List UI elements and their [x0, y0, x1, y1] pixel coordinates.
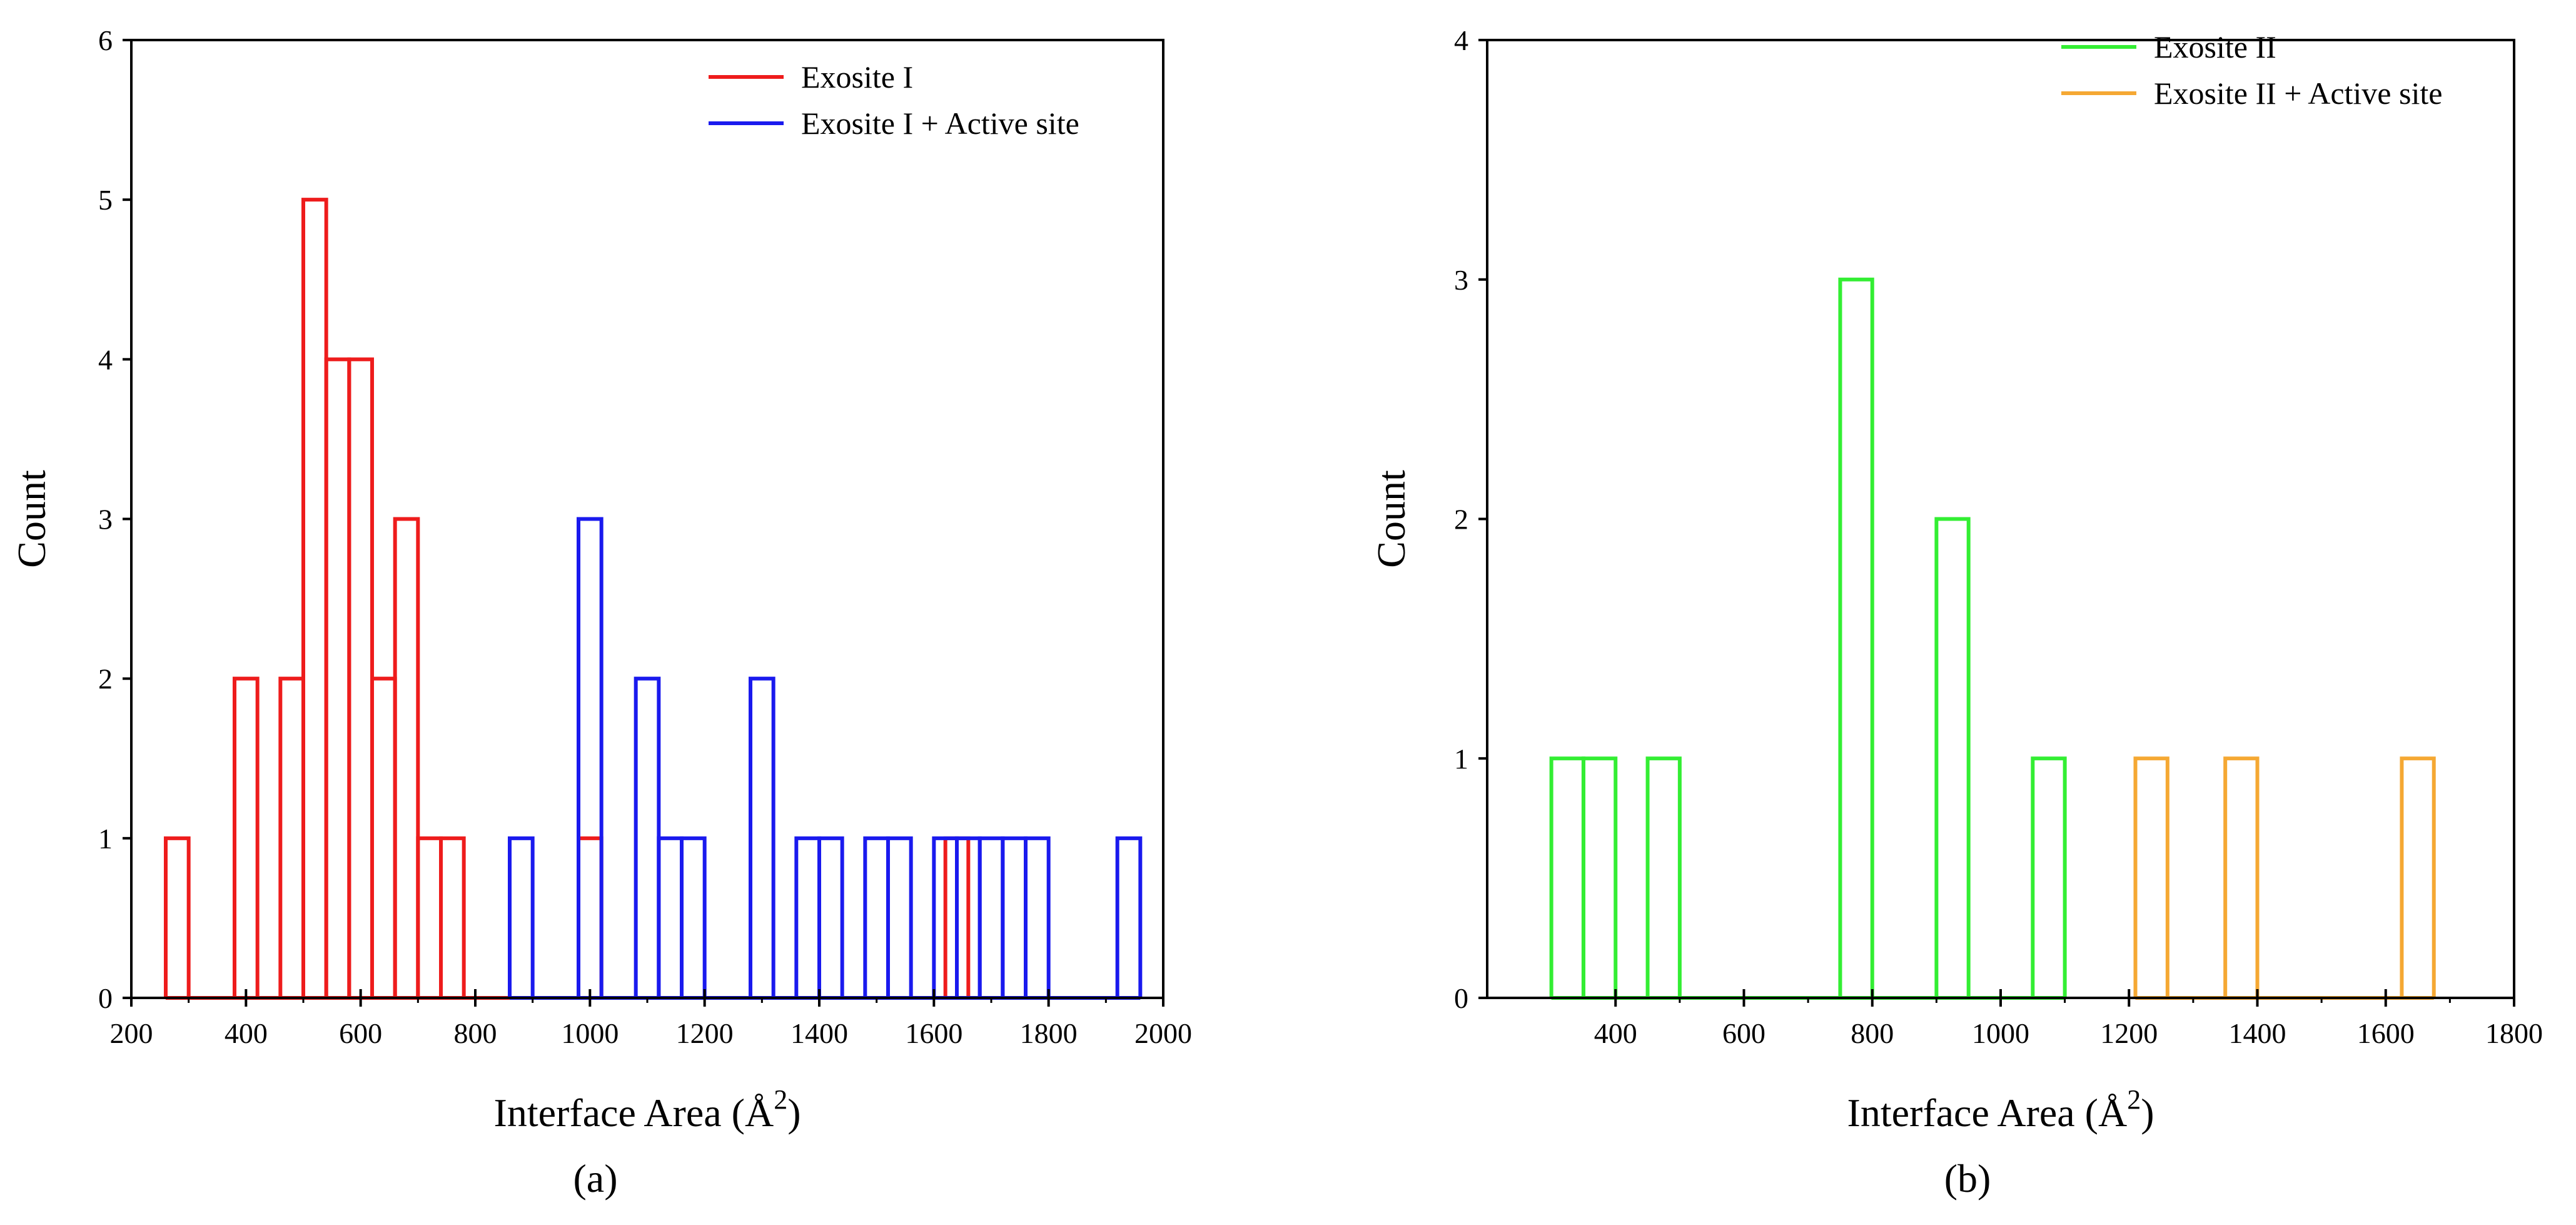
histogram-bar — [416, 836, 443, 998]
x-tick-label: 600 — [339, 1017, 382, 1049]
histogram-bar — [680, 836, 707, 998]
histogram-bar — [2400, 756, 2436, 998]
histogram-bar — [977, 836, 1005, 998]
y-tick-label: 5 — [98, 184, 113, 216]
y-axis-label: Count — [1369, 470, 1413, 568]
series-1 — [164, 198, 971, 1000]
x-axis-label: Interface Area (Å2) — [494, 1084, 801, 1135]
chart-panel-b: 400 600 800 1000 1200 1400 1600 1800 0 1 2 3 4 Interf… — [1369, 24, 2543, 1135]
x-tick-label: 600 — [1722, 1017, 1765, 1049]
panel-label-b: (b) — [1944, 1156, 1991, 1201]
y-tick-label: 1 — [1454, 743, 1468, 775]
histogram-bar — [1115, 836, 1143, 998]
histogram-bar — [1024, 836, 1051, 998]
x-tick-label: 400 — [225, 1017, 268, 1049]
histogram-bar — [233, 676, 260, 998]
x-axis-label-close: ) — [787, 1090, 801, 1135]
histogram-bar — [1581, 756, 1618, 998]
histogram-bar — [1645, 756, 1682, 998]
x-tick-label: 1400 — [2229, 1017, 2286, 1049]
histogram-bar — [324, 357, 351, 998]
x-tick-label: 1800 — [2485, 1017, 2543, 1049]
x-tick-label: 1200 — [676, 1017, 734, 1049]
chart-panel-a: 200 400 600 800 1000 1200 1400 1600 1800 2000 0 1 2 3… — [9, 24, 1192, 1135]
histogram-bar — [577, 836, 604, 998]
histogram-bar — [657, 836, 684, 998]
x-tick-label: 1400 — [790, 1017, 848, 1049]
histogram-bar — [1934, 517, 1971, 998]
histogram-bar — [370, 676, 397, 998]
histogram-bar — [439, 836, 466, 998]
x-axis-label-exponent: 2 — [774, 1084, 787, 1115]
histogram-bar — [1549, 756, 1585, 998]
y-tick-label: 4 — [98, 343, 113, 375]
histogram-bar — [301, 198, 328, 998]
histogram-bar — [634, 676, 661, 998]
plot-frame — [1486, 39, 2515, 999]
histogram-bar — [886, 836, 913, 998]
x-axis-label-close: ) — [2141, 1090, 2154, 1135]
x-tick-label: 2000 — [1134, 1017, 1192, 1049]
histogram-bar — [2133, 756, 2169, 998]
x-tick-label: 1800 — [1020, 1017, 1078, 1049]
histogram-bar — [2223, 756, 2260, 998]
histogram-bar — [1838, 277, 1874, 998]
y-tick-label: 3 — [1454, 264, 1468, 296]
plot-frame — [130, 39, 1164, 999]
legend: Exosite II Exosite II + Active site — [2061, 29, 2442, 111]
x-tick-label: 800 — [454, 1017, 497, 1049]
x-tick-label: 1200 — [2100, 1017, 2158, 1049]
y-tick-label: 3 — [98, 504, 113, 536]
y-tick-label: 6 — [98, 24, 113, 56]
series-1 — [1549, 277, 2067, 1000]
series-2 — [508, 517, 1143, 1000]
histogram-bar — [508, 836, 535, 998]
x-axis-label-text: Interface Area (Å — [1847, 1090, 2128, 1135]
histogram-bar — [577, 517, 604, 998]
y-tick-label: 1 — [98, 823, 113, 855]
histogram-bar — [2031, 756, 2067, 998]
y-axis-label: Count — [9, 470, 54, 568]
y-tick-label: 2 — [1454, 504, 1468, 536]
series-2 — [2133, 756, 2436, 1000]
x-axis-label-text: Interface Area (Å — [494, 1090, 774, 1135]
histogram-bar — [393, 517, 420, 998]
histogram-bar — [164, 836, 191, 998]
legend-label: Exosite II — [2154, 29, 2276, 64]
x-tick-label: 1600 — [905, 1017, 962, 1049]
x-tick-label: 1600 — [2357, 1017, 2415, 1049]
x-tick-label: 200 — [110, 1017, 153, 1049]
legend-label: Exosite I + Active site — [801, 106, 1079, 141]
panel-label-a: (a) — [573, 1156, 617, 1201]
y-tick-label: 4 — [1454, 24, 1468, 56]
x-tick-label: 400 — [1594, 1017, 1637, 1049]
x-tick-label: 1000 — [561, 1017, 619, 1049]
y-tick-label: 0 — [1454, 982, 1468, 1014]
histogram-bar — [749, 676, 775, 998]
legend-label: Exosite II + Active site — [2154, 76, 2442, 111]
legend: Exosite I Exosite I + Active site — [709, 59, 1079, 141]
y-tick-label: 0 — [98, 982, 113, 1014]
histogram-bar — [278, 676, 305, 998]
x-tick-label: 800 — [1851, 1017, 1894, 1049]
histogram-bar — [347, 357, 374, 998]
y-tick-label: 2 — [98, 663, 113, 695]
x-tick-label: 1000 — [1972, 1017, 2029, 1049]
legend-label: Exosite I — [801, 59, 913, 94]
histogram-bar — [863, 836, 890, 998]
x-axis-label-exponent: 2 — [2127, 1084, 2141, 1115]
histogram-bar — [1001, 836, 1028, 998]
x-axis-label: Interface Area (Å2) — [1847, 1084, 2154, 1135]
histogram-bar — [817, 836, 844, 998]
histogram-bar — [794, 836, 821, 998]
